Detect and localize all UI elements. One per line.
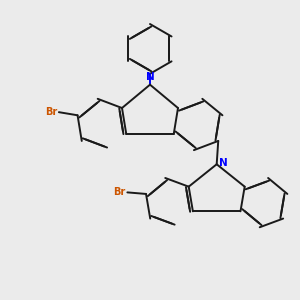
Text: Br: Br (114, 188, 126, 197)
Text: N: N (146, 72, 154, 82)
Text: Br: Br (45, 107, 57, 117)
Text: N: N (219, 158, 228, 168)
